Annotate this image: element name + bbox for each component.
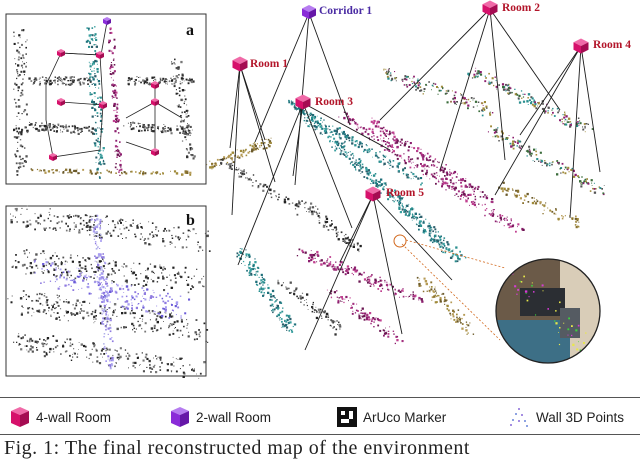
wall-points-icon [510, 408, 528, 427]
wall-point-cloud [206, 67, 605, 345]
room-1-label: Room 1 [250, 58, 289, 70]
legend: 4-wall Room 2-wall Room ArUco Marker [0, 397, 640, 435]
two-wall-room-cube-icon [171, 407, 189, 427]
room-3-label: Room 3 [315, 96, 354, 108]
legend-2-wall-room: 2-wall Room [170, 405, 271, 429]
legend-aruco-marker: ArUco Marker [337, 405, 446, 429]
four-wall-room-cube-icon [11, 407, 29, 427]
room-wall-links [229, 8, 601, 351]
panel-label-a: a [186, 22, 194, 39]
room-5-label: Room 5 [386, 187, 425, 199]
corridor-1-label: Corridor 1 [319, 5, 373, 17]
graph-nodes [232, 0, 589, 202]
reconstructed-map-figure [5, 0, 605, 379]
aruco-marker-icon [337, 407, 357, 427]
figure-caption: Fig. 1: The final reconstructed map of t… [4, 437, 470, 459]
legend-wall-3d-points: Wall 3D Points [508, 405, 624, 429]
room-2-label: Room 2 [502, 2, 541, 14]
inset-panel-b [5, 205, 211, 379]
inset-panel-a [5, 13, 207, 185]
room-4-label: Room 4 [593, 39, 632, 51]
panel-label-b: b [186, 212, 195, 229]
camera-view-zoom [393, 234, 601, 364]
legend-4-wall-room: 4-wall Room [10, 405, 111, 429]
